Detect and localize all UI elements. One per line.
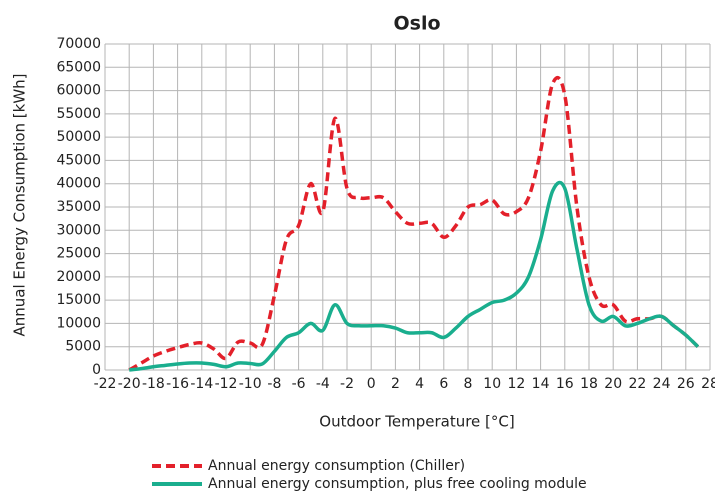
x-tick-label: 8 xyxy=(464,376,473,392)
x-tick-label: 0 xyxy=(367,376,376,392)
x-tick-label: 14 xyxy=(532,376,550,392)
y-tick-label: 30000 xyxy=(56,222,101,238)
x-tick-label: -12 xyxy=(215,376,238,392)
y-tick-label: 55000 xyxy=(56,106,101,122)
data-line xyxy=(128,180,700,372)
y-tick-label: 35000 xyxy=(56,199,101,215)
x-tick-label: 26 xyxy=(677,376,695,392)
legend-label: Annual energy consumption (Chiller) xyxy=(208,458,465,474)
x-tick-label: 18 xyxy=(580,376,598,392)
x-tick-label: 10 xyxy=(483,376,501,392)
x-tick-label: 20 xyxy=(604,376,622,392)
x-tick-label: -14 xyxy=(190,376,213,392)
x-tick-label: 2 xyxy=(391,376,400,392)
x-tick-label: 4 xyxy=(415,376,424,392)
x-tick-label: 6 xyxy=(439,376,448,392)
data-line xyxy=(128,76,700,372)
x-tick-label: -2 xyxy=(340,376,354,392)
x-tick-label: 22 xyxy=(628,376,646,392)
x-tick-label: -8 xyxy=(267,376,281,392)
y-tick-label: 25000 xyxy=(56,246,101,262)
legend-label: Annual energy consumption, plus free coo… xyxy=(208,476,587,492)
y-tick-label: 70000 xyxy=(56,36,101,52)
x-tick-label: 24 xyxy=(653,376,671,392)
x-tick-label: -4 xyxy=(316,376,330,392)
x-tick-label: -10 xyxy=(239,376,262,392)
x-tick-label: -16 xyxy=(166,376,189,392)
y-tick-label: 45000 xyxy=(56,152,101,168)
x-tick-label: 28 xyxy=(701,376,715,392)
x-axis-label: Outdoor Temperature [°C] xyxy=(319,413,514,431)
chart-title: Oslo xyxy=(393,13,440,35)
y-tick-label: 0 xyxy=(92,362,101,378)
x-tick-label: -20 xyxy=(118,376,141,392)
x-tick-label: 12 xyxy=(507,376,525,392)
y-tick-label: 40000 xyxy=(56,176,101,192)
x-tick-label: -22 xyxy=(94,376,117,392)
x-tick-label: -6 xyxy=(292,376,306,392)
y-tick-label: 10000 xyxy=(56,315,101,331)
y-tick-label: 15000 xyxy=(56,292,101,308)
y-tick-label: 20000 xyxy=(56,269,101,285)
y-tick-label: 50000 xyxy=(56,129,101,145)
y-tick-label: 60000 xyxy=(56,83,101,99)
x-tick-label: 16 xyxy=(556,376,574,392)
y-tick-label: 65000 xyxy=(56,59,101,75)
y-tick-label: 5000 xyxy=(65,339,101,355)
y-axis-label: Annual Energy Consumption [kWh] xyxy=(11,73,29,336)
x-tick-label: -18 xyxy=(142,376,165,392)
